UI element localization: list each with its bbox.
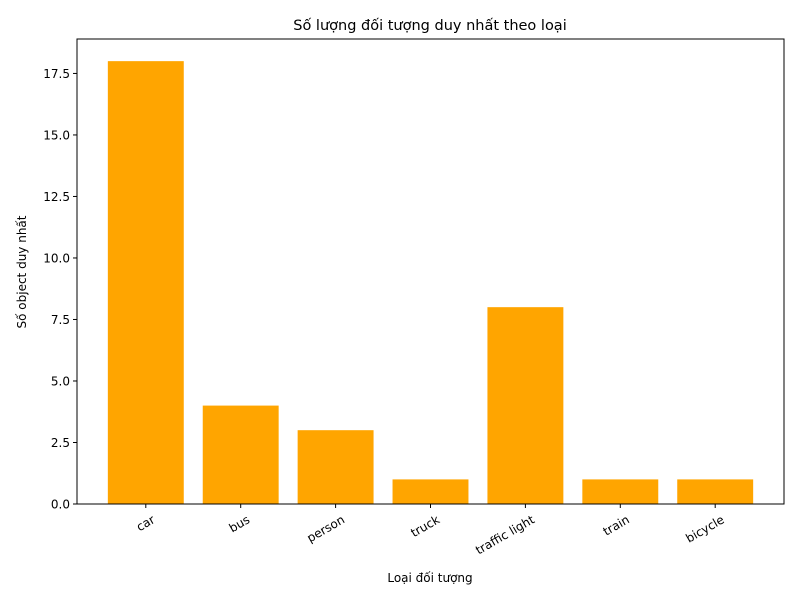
y-tick-label: 17.5 xyxy=(43,67,70,81)
y-tick-label: 12.5 xyxy=(43,190,70,204)
x-tick-label: person xyxy=(304,512,347,545)
y-tick-label: 2.5 xyxy=(51,436,70,450)
x-axis: car bus person truck traffic light train bicyc… xyxy=(134,504,727,557)
y-axis-label: Số object duy nhất xyxy=(15,215,29,328)
y-tick-label: 5.0 xyxy=(51,374,70,388)
bar-person xyxy=(297,430,374,504)
y-tick-label: 10.0 xyxy=(43,251,70,265)
x-tick-label: traffic light xyxy=(473,512,537,557)
bar-bus xyxy=(202,405,279,504)
x-tick-label: train xyxy=(601,512,632,538)
x-axis-label: Loại đối tượng xyxy=(387,571,472,585)
bar-bicycle xyxy=(677,479,754,504)
bar-train xyxy=(582,479,659,504)
bar-traffic-light xyxy=(487,307,564,504)
plot-frame xyxy=(76,38,785,505)
y-tick-label: 15.0 xyxy=(43,128,70,142)
x-tick-label: truck xyxy=(408,512,442,540)
bars-layer xyxy=(107,61,754,504)
bar-truck xyxy=(392,479,469,504)
y-axis: 0.0 2.5 5.0 7.5 10.0 12.5 15.0 17.5 xyxy=(43,67,77,512)
chart-title: Số lượng đối tượng duy nhất theo loại xyxy=(293,17,566,34)
y-tick-label: 0.0 xyxy=(51,498,70,512)
x-tick-label: bus xyxy=(227,512,253,535)
x-tick-label: car xyxy=(134,512,157,534)
y-tick-label: 7.5 xyxy=(51,313,70,327)
x-tick-label: bicycle xyxy=(683,512,726,545)
bar-car xyxy=(107,61,184,504)
